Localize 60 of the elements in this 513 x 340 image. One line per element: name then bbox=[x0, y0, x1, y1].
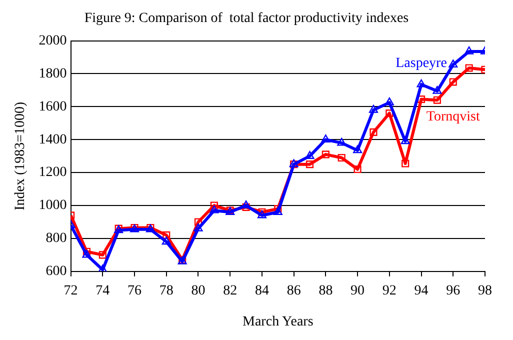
point bbox=[354, 165, 362, 174]
point bbox=[242, 203, 250, 211]
point bbox=[305, 151, 314, 159]
y-tick-label: 1800 bbox=[38, 66, 67, 82]
point bbox=[384, 97, 394, 106]
series-label: Tornqvist bbox=[426, 110, 480, 125]
point bbox=[98, 251, 106, 259]
point bbox=[194, 223, 203, 232]
point bbox=[162, 231, 170, 239]
series-label: Laspeyre bbox=[396, 56, 447, 72]
point bbox=[338, 154, 346, 162]
point bbox=[210, 205, 219, 214]
y-tick-label: 1200 bbox=[38, 165, 67, 180]
x-tick-label: 78 bbox=[159, 283, 174, 298]
point bbox=[416, 79, 426, 88]
point bbox=[386, 109, 394, 118]
x-tick-label: 82 bbox=[223, 283, 238, 298]
y-tick-label: 800 bbox=[46, 231, 67, 246]
point bbox=[464, 46, 474, 54]
x-tick-label: 76 bbox=[128, 283, 142, 298]
x-tick-label: 80 bbox=[191, 283, 206, 298]
point bbox=[368, 104, 378, 113]
point bbox=[353, 145, 362, 154]
point bbox=[162, 236, 171, 245]
x-tick-label: 98 bbox=[478, 283, 492, 298]
point bbox=[257, 210, 266, 218]
point bbox=[322, 150, 330, 158]
point bbox=[417, 95, 426, 104]
chart-title: Figure 9: Comparison of total factor productivity indexes bbox=[84, 11, 409, 26]
point bbox=[448, 60, 458, 68]
point bbox=[449, 78, 457, 86]
point bbox=[370, 128, 378, 136]
point bbox=[433, 96, 441, 104]
point bbox=[432, 86, 442, 94]
point bbox=[210, 202, 218, 210]
x-tick-label: 96 bbox=[446, 283, 460, 298]
point bbox=[400, 136, 410, 144]
y-tick-label: 1000 bbox=[38, 198, 67, 214]
y-tick-label: 1400 bbox=[38, 132, 67, 148]
x-tick-label: 88 bbox=[318, 283, 333, 298]
x-tick-label: 86 bbox=[286, 283, 301, 298]
point bbox=[321, 134, 330, 142]
point bbox=[98, 264, 108, 272]
y-axis-title: Index (1983=1000) bbox=[13, 101, 28, 210]
point bbox=[242, 200, 251, 208]
x-tick-label: 72 bbox=[64, 283, 78, 298]
x-tick-label: 92 bbox=[382, 283, 396, 298]
point bbox=[194, 218, 202, 226]
x-tick-label: 74 bbox=[96, 283, 110, 298]
point bbox=[82, 250, 92, 258]
y-tick-label: 1600 bbox=[38, 99, 67, 114]
point bbox=[402, 160, 410, 168]
x-tick-label: 94 bbox=[414, 283, 428, 298]
y-tick-label: 2000 bbox=[38, 33, 67, 48]
x-tick-label: 90 bbox=[350, 283, 365, 298]
point bbox=[465, 64, 473, 72]
x-axis-title: March Years bbox=[242, 314, 314, 330]
point bbox=[306, 160, 314, 168]
x-tick-label: 84 bbox=[254, 283, 269, 298]
y-tick-label: 600 bbox=[46, 264, 67, 280]
